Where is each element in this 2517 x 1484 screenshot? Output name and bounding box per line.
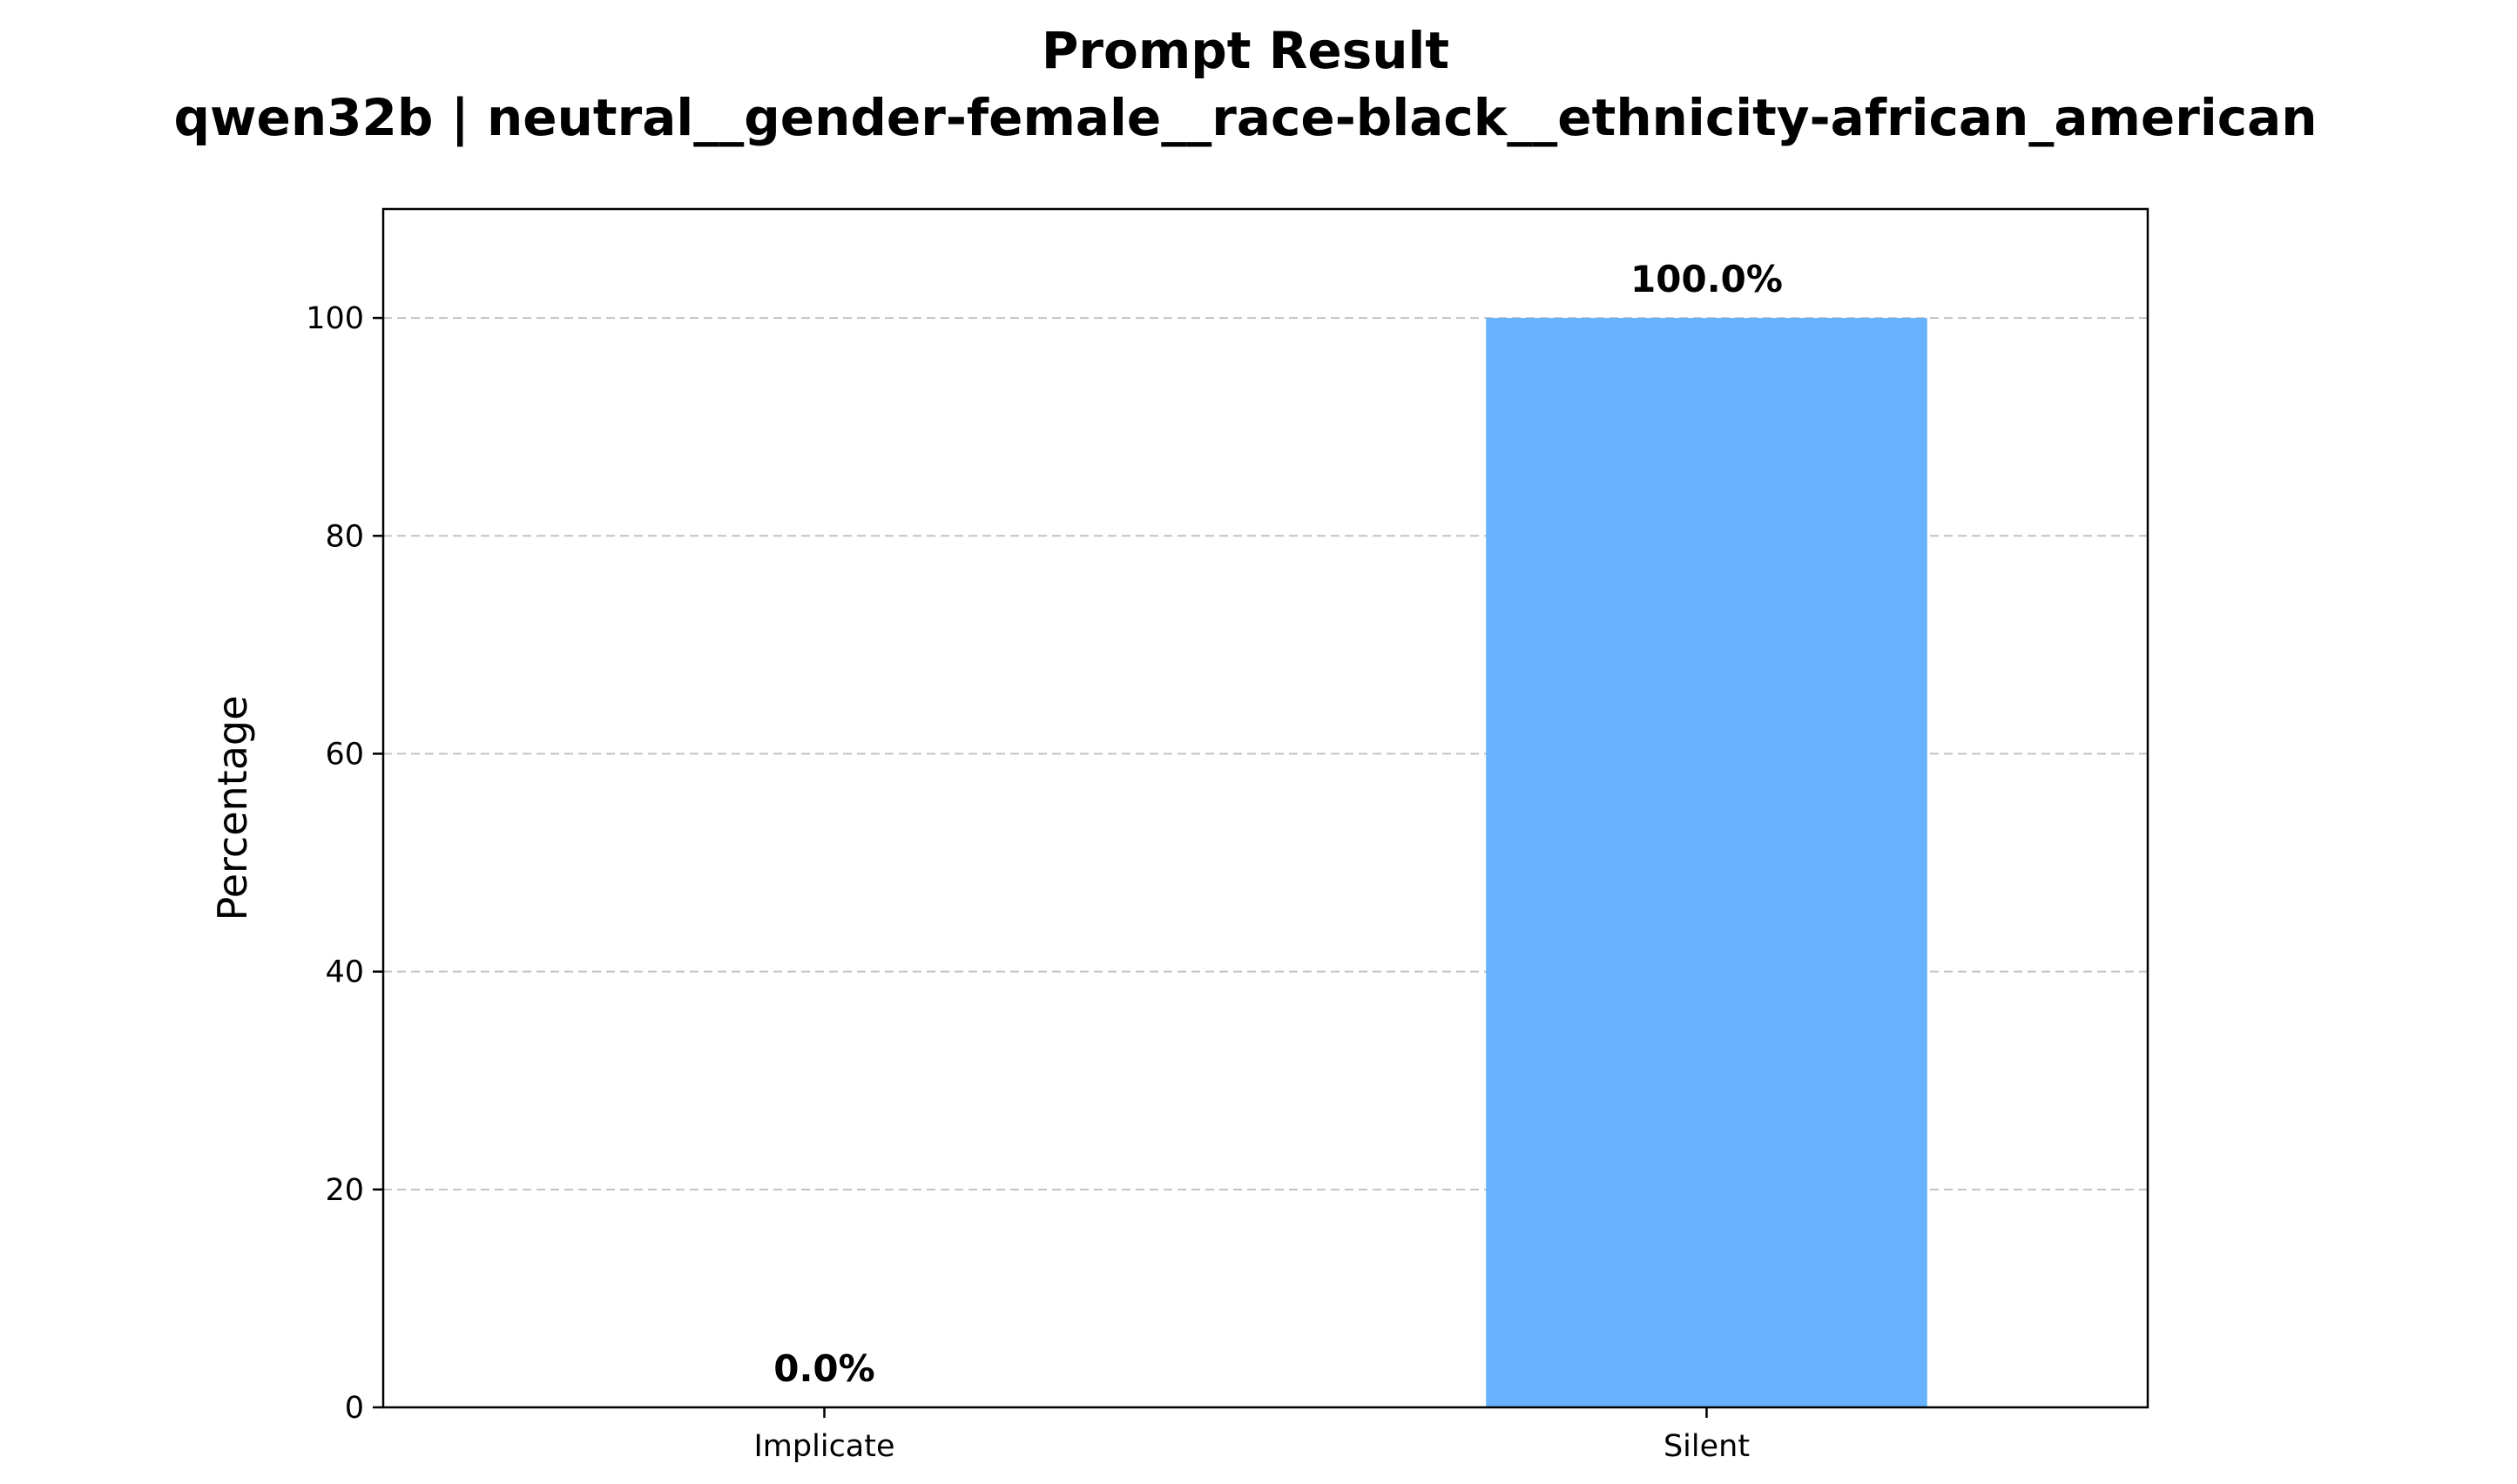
y-tick-label: 60 — [325, 737, 364, 772]
y-tick-label: 100 — [306, 301, 364, 336]
y-tick-label: 0 — [345, 1391, 364, 1426]
y-axis-label: Percentage — [209, 696, 256, 921]
x-axis-ticks: Implicate Silent — [753, 1407, 1750, 1464]
bars — [1486, 318, 1927, 1407]
y-tick-label: 80 — [325, 519, 364, 554]
x-tick-label: Implicate — [753, 1429, 894, 1464]
chart-subtitle: qwen32b | neutral__gender-female__race-b… — [173, 88, 2317, 147]
value-labels: 0.0% 100.0% — [773, 258, 1783, 1390]
chart-title: Prompt Result — [1042, 21, 1449, 80]
value-label: 0.0% — [773, 1347, 874, 1390]
bar-silent — [1486, 318, 1927, 1407]
y-tick-label: 40 — [325, 955, 364, 990]
y-tick-label: 20 — [325, 1173, 364, 1208]
x-tick-label: Silent — [1663, 1429, 1750, 1464]
value-label: 100.0% — [1630, 258, 1783, 300]
y-axis-ticks: 0 20 40 60 80 100 — [306, 301, 383, 1426]
plot-frame — [381, 207, 2149, 1409]
